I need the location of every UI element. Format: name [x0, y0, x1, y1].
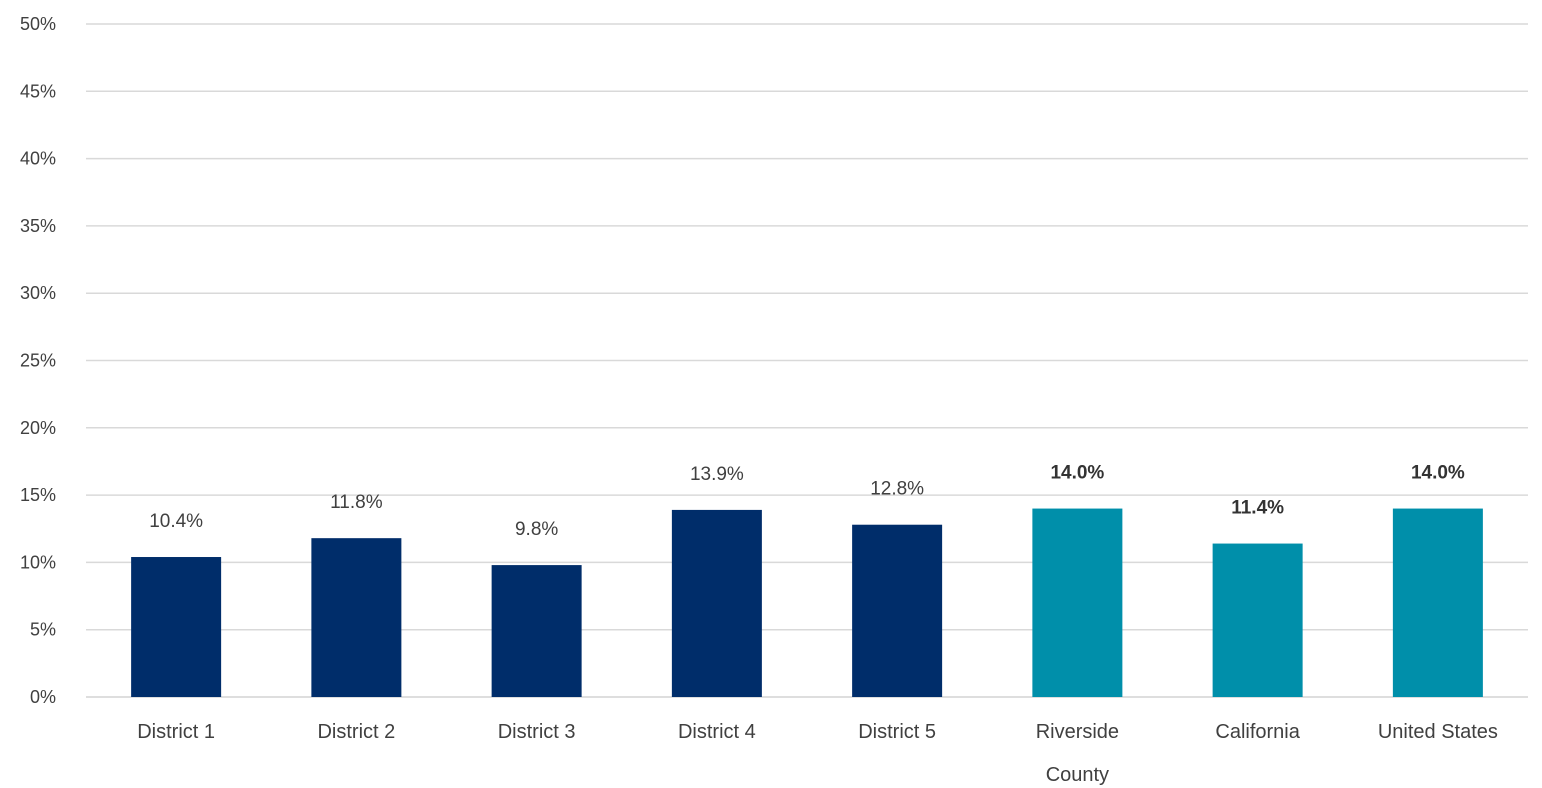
bar	[311, 538, 402, 697]
category-label: District 1	[137, 721, 215, 743]
category-label: District 3	[498, 721, 576, 743]
y-tick-label: 40%	[20, 149, 56, 169]
y-tick-label: 15%	[20, 485, 56, 505]
data-label: 14.0%	[1411, 463, 1465, 484]
bars	[131, 508, 1483, 697]
category-label: County	[1046, 764, 1109, 786]
data-labels: 10.4% 11.8% 9.8% 13.9% 12.8% 14.0% 11.4% 14.0%	[149, 463, 1465, 541]
bar	[491, 565, 582, 697]
bar	[1392, 508, 1483, 697]
data-label: 13.9%	[690, 464, 744, 485]
category-label: District 5	[858, 721, 936, 743]
category-label: District 2	[317, 721, 395, 743]
y-axis-ticks: 0% 5% 10% 15% 20% 25% 30% 35% 40% 45% 50%	[20, 14, 56, 707]
y-tick-label: 50%	[20, 14, 56, 34]
x-axis-categories: District 1 District 2 District 3 District 4…	[137, 721, 1498, 786]
y-tick-label: 5%	[30, 620, 56, 640]
data-label: 14.0%	[1050, 463, 1104, 484]
data-label: 11.8%	[330, 492, 383, 513]
data-label: 9.8%	[515, 519, 558, 540]
y-tick-label: 20%	[20, 418, 56, 438]
category-label: United States	[1378, 721, 1498, 743]
y-tick-label: 45%	[20, 81, 56, 101]
data-label: 11.4%	[1231, 498, 1284, 519]
bar	[671, 509, 762, 697]
gridlines	[86, 23, 1528, 698]
y-tick-label: 25%	[20, 351, 56, 371]
category-label: Riverside	[1036, 721, 1119, 743]
y-tick-label: 0%	[30, 687, 56, 707]
y-tick-label: 30%	[20, 283, 56, 303]
y-tick-label: 10%	[20, 552, 56, 572]
y-tick-label: 35%	[20, 216, 56, 236]
bar	[131, 557, 222, 697]
category-label: District 4	[678, 721, 756, 743]
category-label: California	[1215, 721, 1300, 743]
bar	[1212, 543, 1303, 697]
data-label: 12.8%	[870, 479, 924, 500]
bar	[1032, 508, 1123, 697]
bar	[852, 524, 943, 697]
data-label: 10.4%	[149, 511, 203, 532]
